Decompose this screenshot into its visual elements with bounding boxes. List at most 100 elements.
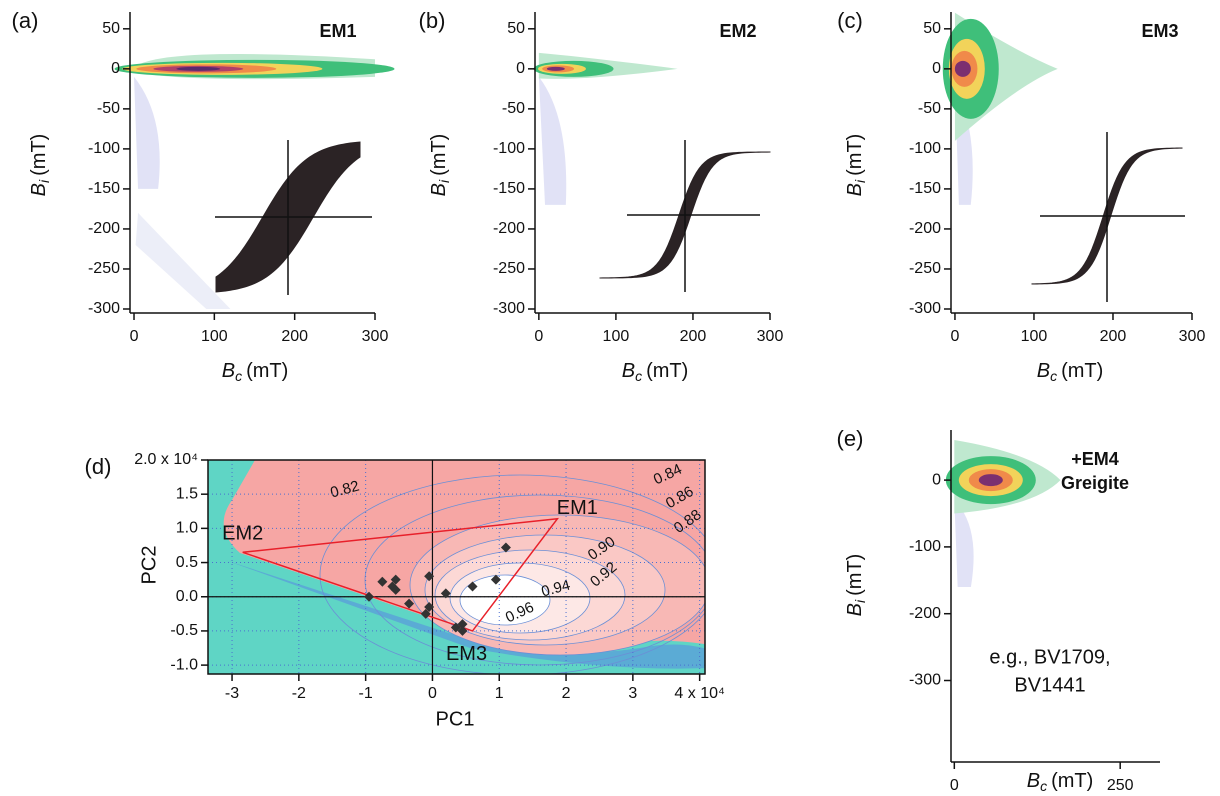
y-tick-label: 0 (516, 60, 525, 77)
panel-subtitle: Greigite (1061, 473, 1129, 493)
annotation: e.g., BV1709, (989, 646, 1110, 668)
forc-negative (954, 500, 974, 587)
y-tick-label: -100 (909, 538, 941, 555)
axis-unit: (mT) (28, 134, 50, 176)
y-tick-label: 1.0 (176, 520, 198, 537)
y-tick-label: -0.5 (170, 622, 198, 639)
data-point (457, 625, 468, 636)
data-point (390, 574, 401, 585)
panel-label: (a) (12, 8, 39, 33)
y-tick-label: -250 (909, 260, 941, 277)
axis-symbol: B (844, 183, 866, 196)
axis-label: Bc (mT) (222, 360, 289, 383)
axis-subscript: i (852, 179, 868, 183)
y-tick-label: -300 (493, 300, 525, 317)
panel-title: EM2 (719, 21, 756, 41)
x-tick-label: 2 (562, 685, 571, 702)
panel-title: +EM4 (1071, 449, 1119, 469)
contour-line (319, 474, 705, 674)
axis-label: Bi (mT) (428, 134, 451, 197)
x-tick-label: 100 (201, 328, 228, 345)
y-tick-label: -100 (909, 140, 941, 157)
contour-label: 0.82 (329, 477, 362, 501)
panel-label: (c) (837, 8, 863, 33)
axis-symbol: B (1027, 770, 1040, 792)
y-tick-label: -200 (493, 220, 525, 237)
forc-contour (978, 474, 1003, 487)
panel-title: EM3 (1141, 21, 1178, 41)
x-tick-label: -1 (359, 685, 373, 702)
data-point (363, 591, 374, 602)
x-tick-label: 3 (628, 685, 637, 702)
y-tick-label: 2.0 x 10⁴ (134, 451, 198, 468)
x-tick-label: 100 (603, 328, 630, 345)
plot-frame (207, 459, 706, 675)
y-tick-label: -150 (909, 180, 941, 197)
axis-symbol: B (844, 603, 866, 616)
data-point (424, 571, 435, 582)
endmember-label: EM3 (446, 643, 487, 665)
axis-subscript: i (852, 599, 868, 603)
axis-label: PC1 (436, 708, 475, 730)
axis-symbol: B (1037, 360, 1050, 382)
axis-unit: (mT) (428, 134, 450, 176)
endmember-triangle (242, 517, 560, 632)
data-point (424, 601, 435, 612)
axis-subscript: i (36, 179, 52, 183)
data-point (490, 574, 501, 585)
y-tick-label: -200 (909, 220, 941, 237)
x-tick-label: 300 (757, 328, 784, 345)
contour-label: 0.94 (540, 576, 573, 600)
data-point (420, 608, 431, 619)
x-tick-label: 100 (1021, 328, 1048, 345)
contour-fill (459, 574, 551, 626)
forc-contour (954, 60, 971, 77)
data-point (390, 584, 401, 595)
y-tick-label: -150 (88, 180, 120, 197)
panel-label: (d) (85, 454, 112, 479)
x-tick-label: 0 (428, 685, 437, 702)
axis-unit: (mT) (844, 554, 866, 596)
panel-label: (b) (419, 8, 446, 33)
y-tick-label: -50 (918, 100, 941, 117)
x-tick-label: -3 (225, 685, 239, 702)
data-point (450, 622, 461, 633)
x-tick-label: 250 (1107, 777, 1134, 794)
data-point (377, 576, 388, 587)
x-tick-label: 300 (1179, 328, 1206, 345)
forc-contour (546, 66, 565, 71)
data-point (500, 542, 511, 553)
y-tick-label: -200 (909, 605, 941, 622)
y-tick-label: 50 (102, 20, 120, 37)
y-tick-label: 0 (111, 60, 120, 77)
x-tick-label: 200 (680, 328, 707, 345)
y-tick-label: 50 (507, 20, 525, 37)
axis-subscript: i (436, 179, 452, 183)
panel-title: EM1 (319, 21, 356, 41)
data-point (404, 598, 415, 609)
axis-unit: (mT) (1051, 770, 1093, 792)
y-tick-label: -150 (493, 180, 525, 197)
axis-subscript: c (635, 368, 642, 384)
y-tick-label: -50 (502, 100, 525, 117)
y-tick-label: -100 (88, 140, 120, 157)
y-tick-label: -300 (909, 672, 941, 689)
axis-label: Bc (mT) (1037, 360, 1104, 383)
axis-symbol: B (428, 183, 450, 196)
axis-subscript: c (1040, 778, 1047, 794)
y-tick-label: -250 (88, 260, 120, 277)
axis-subscript: c (1050, 368, 1057, 384)
forc-negative (134, 76, 160, 189)
axis-label: Bi (mT) (844, 134, 867, 197)
x-tick-label: 4 x 10⁴ (674, 685, 725, 702)
forc-contour (176, 66, 221, 71)
y-tick-label: 0.5 (176, 554, 198, 571)
x-tick-label: 300 (362, 328, 389, 345)
x-tick-label: 0 (950, 328, 959, 345)
y-tick-label: -100 (493, 140, 525, 157)
axis-label: Bi (mT) (28, 134, 51, 197)
y-tick-label: 50 (923, 20, 941, 37)
axis-symbol: B (622, 360, 635, 382)
